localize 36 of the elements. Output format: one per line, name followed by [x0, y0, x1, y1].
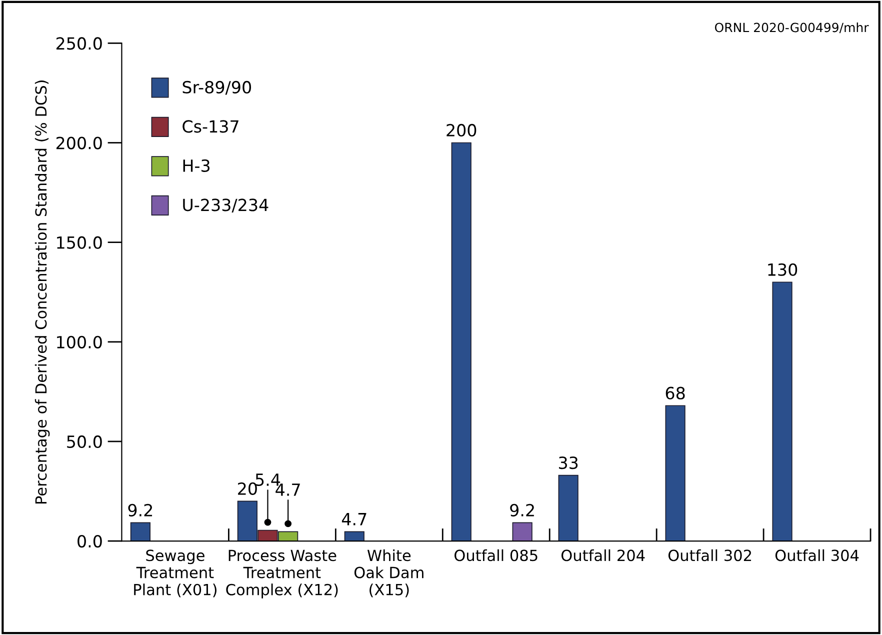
bar [451, 142, 472, 542]
y-tick-label: 100.0 [57, 336, 102, 348]
legend-label: U-233/234 [183, 198, 268, 213]
bar [558, 474, 578, 542]
y-tick-label: 150.0 [57, 236, 102, 249]
legend-label: Sr-89/90 [182, 80, 251, 95]
data-label: 9.2 [128, 504, 152, 516]
data-label: 130 [768, 263, 798, 276]
bar [344, 531, 364, 542]
x-tick-label: Outfall 085 [454, 549, 538, 562]
y-axis-title: Percentage of Derived Concentration Standard (% DCS) [34, 80, 50, 504]
data-label: 4.7 [276, 484, 300, 496]
data-label: 20 [238, 482, 257, 495]
y-tick-label: 200.0 [56, 136, 102, 150]
x-tick-label: Outfall 204 [561, 549, 645, 562]
y-tick-label: 0.0 [78, 534, 102, 548]
data-label: 68 [666, 386, 685, 400]
x-tick-label: White Oak Dam (X15) [354, 549, 424, 598]
data-label: 200 [446, 124, 476, 137]
data-label: 5.4 [256, 474, 280, 486]
y-tick-label: 250.0 [56, 37, 102, 50]
y-tick-label: 50.0 [67, 435, 102, 448]
x-tick-label: Sewage Treatment Plant (X01) [134, 550, 216, 598]
x-tick-label: Process Waste Treatment Complex (X12) [226, 550, 338, 598]
bar [130, 522, 150, 542]
x-tick-label: Outfall 304 [775, 549, 859, 562]
legend-label: H-3 [183, 159, 210, 172]
data-label: 33 [559, 456, 578, 470]
legend-label: Cs-137 [182, 120, 238, 133]
bar [772, 282, 792, 542]
x-tick-label: Outfall 302 [668, 549, 752, 562]
data-label: 9.2 [510, 504, 534, 516]
text: ORNL 2020-G00499/mhr [714, 22, 869, 34]
bar [665, 405, 686, 542]
data-label: 4.7 [342, 513, 366, 526]
bar [512, 522, 532, 542]
